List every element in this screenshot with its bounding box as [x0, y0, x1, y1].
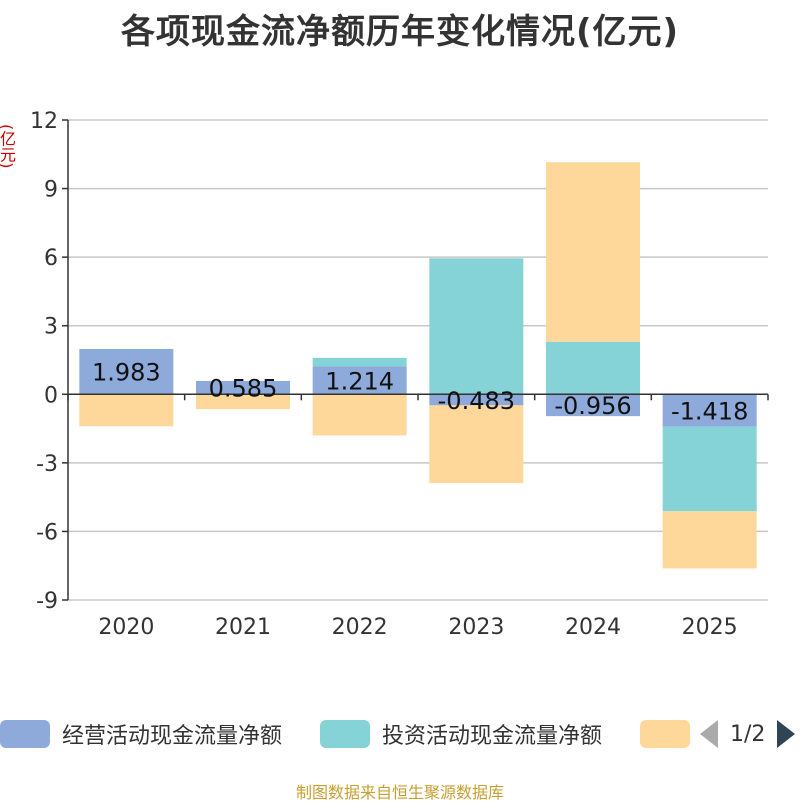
x-tick-label-2023: 2023	[448, 615, 504, 640]
y-tick-label: 9	[44, 178, 58, 203]
legend-next-arrow-icon[interactable]	[777, 720, 796, 748]
legend-prev-arrow-icon[interactable]	[700, 720, 718, 748]
bar-chart: 12 9 6 3 0 -3 -6 -9 1.983 0.585 1.214 -0.483 -0.956 -…	[30, 109, 769, 640]
legend-item-third[interactable]	[640, 714, 702, 754]
bar-2022-series-2	[312, 394, 407, 436]
x-tick-label-2021: 2021	[215, 615, 271, 640]
legend-label-operating: 经营活动现金流量净额	[62, 724, 283, 749]
chart-title: 各项现金流净额历年变化情况(亿元)	[120, 12, 680, 52]
legend-swatch-operating	[0, 720, 50, 748]
y-tick-label: 3	[44, 315, 58, 340]
y-tick-label: 12	[30, 109, 58, 134]
legend-item-operating[interactable]: 经营活动现金流量净额	[0, 714, 282, 754]
bar-2025-series-2	[662, 511, 757, 569]
y-tick-label: 6	[44, 246, 58, 271]
bar-2024-series-1	[546, 341, 640, 395]
data-label-2024: -0.956	[554, 392, 631, 420]
legend: 经营活动现金流量净额 投资活动现金流量净额 1/2	[0, 714, 800, 754]
y-axis-unit-label: (亿元)	[0, 124, 16, 169]
bar-2025-series-1	[662, 426, 757, 512]
bar-2022-series-0	[312, 366, 407, 395]
x-tick-label-2020: 2020	[98, 615, 154, 640]
bar-2020-series-0	[79, 348, 174, 395]
bar-2024-series-0	[546, 394, 640, 417]
bar-2023-series-2	[429, 405, 524, 484]
legend-pager: 1/2	[700, 714, 796, 754]
data-label-2022: 1.214	[325, 367, 394, 395]
data-source-note: 制图数据来自恒生聚源数据库	[295, 783, 504, 802]
bar-2022-series-1	[312, 357, 407, 367]
data-label-2021: 0.585	[209, 375, 278, 403]
legend-swatch-third	[640, 720, 690, 748]
x-tick-label-2024: 2024	[565, 615, 621, 640]
x-tick-label-2025: 2025	[682, 615, 738, 640]
data-label-2025: -1.418	[671, 397, 748, 425]
bar-2023-series-1	[429, 258, 524, 395]
legend-item-investing[interactable]: 投资活动现金流量净额	[320, 714, 602, 754]
legend-page-indicator: 1/2	[730, 721, 766, 747]
y-tick-label: -9	[36, 589, 58, 614]
legend-label-investing: 投资活动现金流量净额	[382, 724, 603, 749]
y-tick-label: -6	[36, 520, 58, 545]
legend-swatch-investing	[320, 720, 370, 748]
bar-2021-series-0	[196, 380, 290, 395]
data-label-2023: -0.483	[438, 387, 515, 415]
y-tick-label: 0	[44, 383, 58, 408]
bar-2020-series-2	[79, 394, 174, 427]
y-tick-label: -3	[36, 452, 58, 477]
x-tick-label-2022: 2022	[332, 615, 388, 640]
data-label-2020: 1.983	[92, 359, 161, 387]
bar-2024-series-2	[546, 162, 640, 342]
bar-2023-series-0	[429, 394, 524, 406]
bar-2025-series-0	[662, 394, 757, 427]
bar-2021-series-2	[196, 394, 290, 410]
